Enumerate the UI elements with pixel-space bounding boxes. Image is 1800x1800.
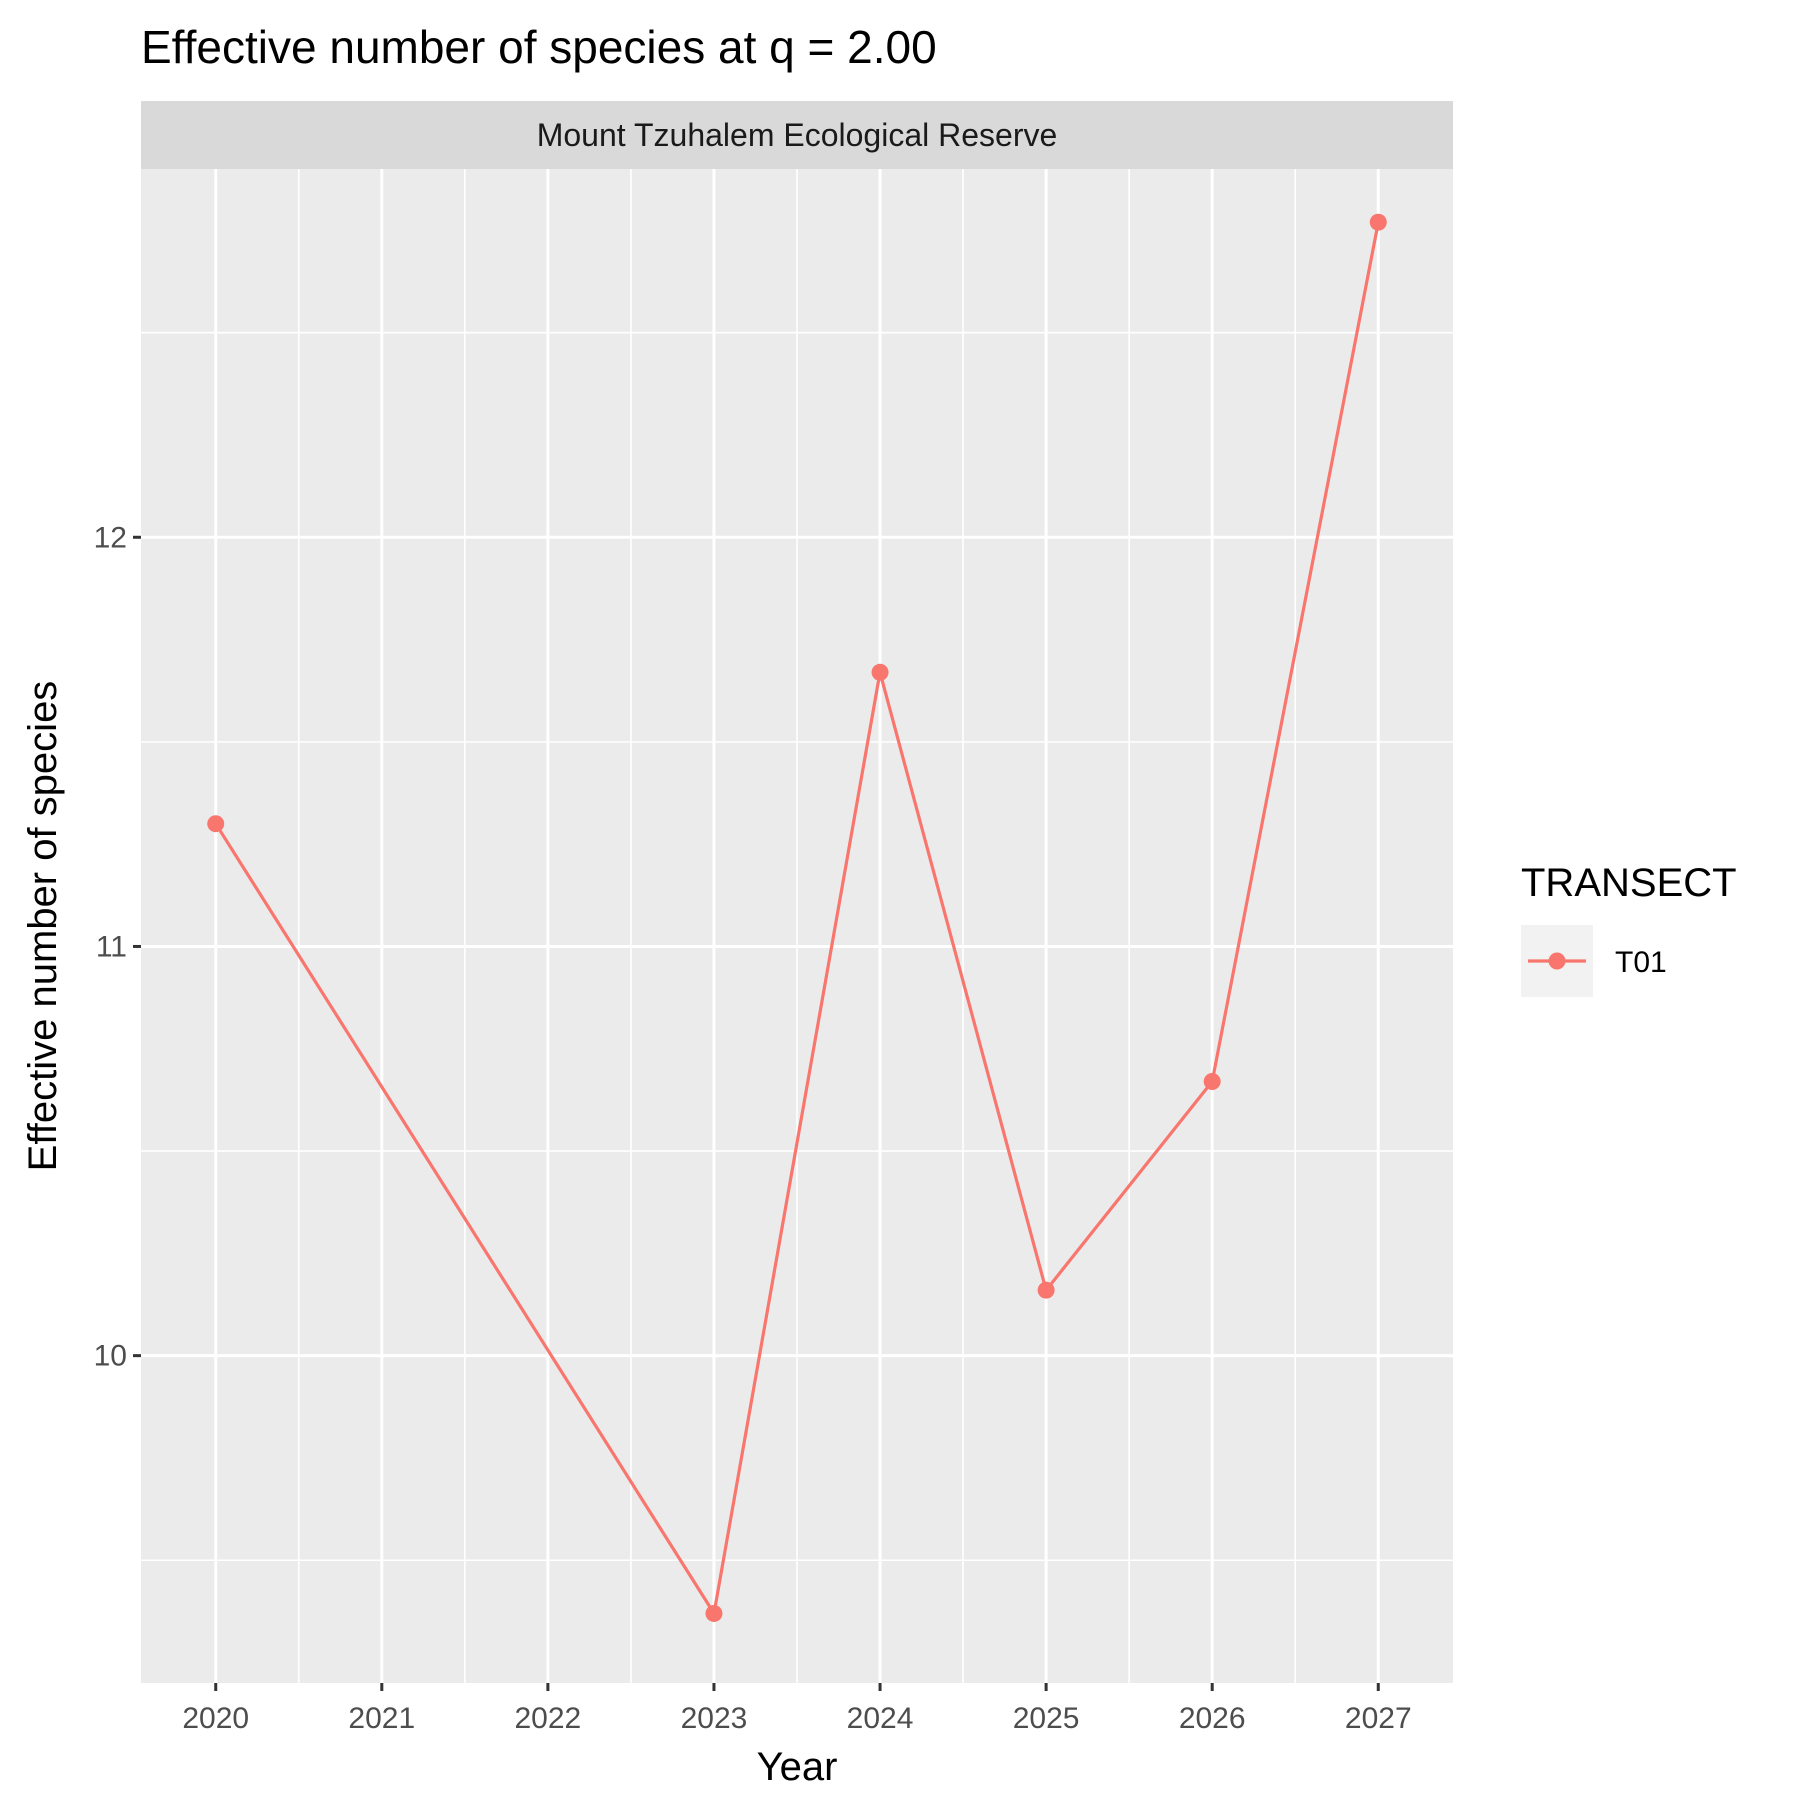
- series-layer: [207, 213, 1387, 1622]
- x-tick-label: 2022: [515, 1702, 582, 1735]
- x-tick-label: 2020: [182, 1702, 249, 1735]
- data-point: [207, 815, 225, 833]
- y-axis: 10 11 12: [94, 521, 141, 1373]
- data-point: [705, 1604, 723, 1622]
- data-point: [1369, 213, 1387, 231]
- y-tick-label: 11: [96, 930, 127, 963]
- legend-title: TRANSECT: [1521, 861, 1737, 905]
- x-tick-label: 2024: [847, 1702, 914, 1735]
- data-point: [1203, 1072, 1221, 1090]
- x-axis: 2020 2021 2022 2023 2024 2025 2026 2027: [182, 1683, 1412, 1735]
- facet-strip: [141, 101, 1453, 169]
- x-tick-label: 2021: [348, 1702, 415, 1735]
- y-tick-label: 12: [94, 521, 127, 554]
- x-axis-title: Year: [757, 1745, 838, 1789]
- legend: TRANSECT T01: [1521, 861, 1737, 997]
- data-point: [1037, 1281, 1055, 1299]
- x-tick-label: 2023: [681, 1702, 748, 1735]
- grid-major: [141, 169, 1453, 1683]
- x-tick-label: 2026: [1179, 1702, 1246, 1735]
- x-tick-label: 2025: [1013, 1702, 1080, 1735]
- legend-key-point: [1548, 952, 1566, 970]
- chart-title: Effective number of species at q = 2.00: [141, 21, 937, 73]
- x-tick-label: 2027: [1345, 1702, 1412, 1735]
- y-tick-label: 10: [94, 1340, 127, 1373]
- y-axis-title: Effective number of species: [21, 681, 65, 1172]
- series-line-t01: [214, 221, 1380, 1615]
- legend-label-t01: T01: [1615, 946, 1667, 979]
- legend-key: [1528, 952, 1586, 970]
- data-point: [871, 663, 889, 681]
- facet-strip-label: Mount Tzuhalem Ecological Reserve: [537, 117, 1058, 153]
